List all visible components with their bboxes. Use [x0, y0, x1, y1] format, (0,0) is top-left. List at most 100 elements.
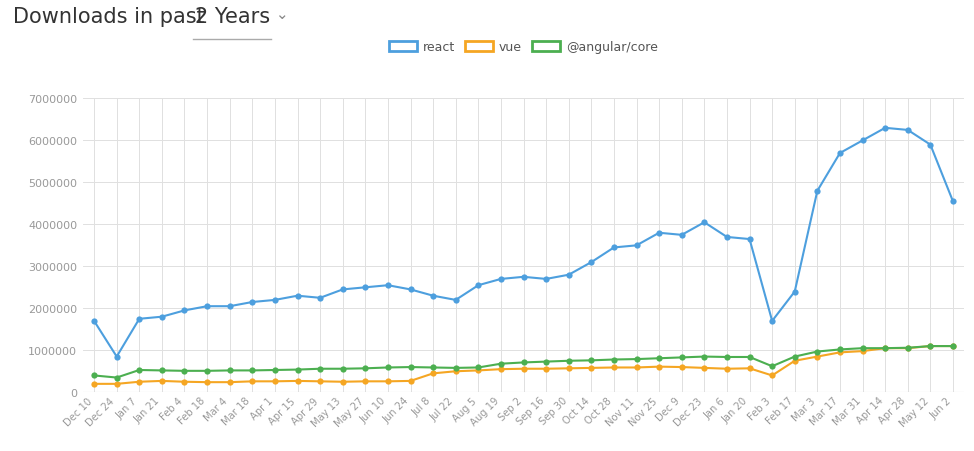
react	[698, 220, 710, 226]
vue	[315, 379, 326, 384]
vue	[133, 379, 145, 385]
@angular/core	[947, 344, 958, 349]
react	[676, 233, 688, 238]
vue	[224, 380, 236, 385]
react	[404, 287, 416, 293]
vue	[857, 349, 869, 354]
react	[269, 298, 281, 303]
react	[178, 308, 190, 313]
react	[202, 304, 213, 309]
vue	[947, 344, 958, 349]
vue	[518, 366, 530, 372]
Line: @angular/core: @angular/core	[91, 343, 956, 381]
vue	[563, 366, 575, 371]
vue	[359, 379, 371, 384]
@angular/core	[450, 365, 462, 371]
react	[721, 235, 732, 240]
react	[947, 199, 958, 205]
@angular/core	[224, 368, 236, 373]
Text: 2 Years: 2 Years	[195, 7, 270, 27]
react	[902, 128, 914, 133]
vue	[337, 379, 349, 385]
@angular/core	[811, 349, 823, 354]
react	[382, 283, 393, 288]
react	[224, 304, 236, 309]
@angular/core	[698, 354, 710, 359]
react	[495, 276, 506, 282]
@angular/core	[585, 358, 597, 363]
react	[654, 230, 665, 236]
vue	[89, 381, 100, 387]
@angular/core	[541, 359, 552, 364]
@angular/core	[269, 368, 281, 373]
@angular/core	[902, 345, 914, 351]
@angular/core	[111, 375, 123, 381]
react	[472, 283, 484, 288]
Legend: react, vue, @angular/core: react, vue, @angular/core	[390, 41, 657, 54]
vue	[924, 344, 936, 349]
vue	[111, 381, 123, 387]
vue	[676, 364, 688, 370]
vue	[721, 366, 732, 372]
@angular/core	[291, 367, 303, 373]
react	[315, 295, 326, 301]
@angular/core	[631, 357, 643, 362]
@angular/core	[156, 368, 168, 373]
react	[857, 138, 869, 144]
Line: vue: vue	[91, 343, 956, 387]
Line: react: react	[91, 125, 956, 360]
vue	[698, 365, 710, 371]
react	[541, 276, 552, 282]
vue	[631, 365, 643, 370]
@angular/core	[404, 364, 416, 370]
vue	[541, 366, 552, 372]
vue	[472, 368, 484, 373]
vue	[495, 367, 506, 372]
vue	[880, 345, 891, 351]
vue	[654, 364, 665, 369]
@angular/core	[202, 368, 213, 374]
@angular/core	[89, 373, 100, 378]
vue	[291, 378, 303, 384]
@angular/core	[924, 344, 936, 349]
react	[133, 317, 145, 322]
vue	[156, 378, 168, 384]
vue	[767, 373, 778, 378]
@angular/core	[133, 368, 145, 373]
@angular/core	[563, 358, 575, 364]
react	[767, 318, 778, 324]
@angular/core	[721, 354, 732, 360]
vue	[902, 345, 914, 351]
react	[428, 293, 439, 299]
@angular/core	[472, 365, 484, 370]
@angular/core	[789, 354, 801, 359]
vue	[450, 369, 462, 374]
vue	[789, 358, 801, 364]
vue	[608, 365, 619, 370]
react	[291, 293, 303, 299]
react	[563, 272, 575, 278]
vue	[428, 371, 439, 376]
Text: ⌄: ⌄	[271, 7, 288, 22]
vue	[269, 379, 281, 384]
react	[811, 189, 823, 194]
react	[585, 260, 597, 265]
react	[924, 143, 936, 148]
@angular/core	[880, 345, 891, 351]
react	[834, 151, 845, 156]
@angular/core	[246, 368, 258, 373]
@angular/core	[495, 361, 506, 367]
react	[880, 126, 891, 131]
@angular/core	[608, 357, 619, 363]
react	[450, 298, 462, 303]
@angular/core	[767, 364, 778, 369]
vue	[744, 366, 756, 371]
react	[744, 237, 756, 242]
@angular/core	[518, 360, 530, 365]
@angular/core	[315, 366, 326, 372]
vue	[178, 379, 190, 385]
@angular/core	[337, 366, 349, 372]
react	[359, 285, 371, 290]
vue	[382, 379, 393, 384]
@angular/core	[857, 345, 869, 351]
